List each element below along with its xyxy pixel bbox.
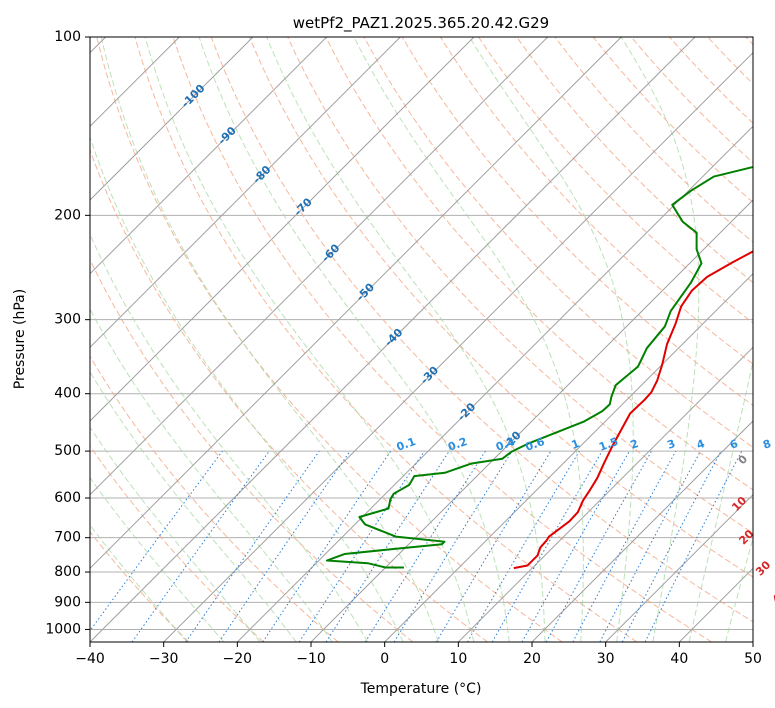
x-tick-label: 0 xyxy=(380,651,389,667)
mixing-ratio-line xyxy=(298,450,425,642)
y-tick-label: 200 xyxy=(54,207,81,223)
moist-adiabat-line xyxy=(100,37,439,642)
x-tick-label: 10 xyxy=(449,651,467,667)
moist-adiabat-label: 40 xyxy=(770,586,775,606)
temperature-profile-line xyxy=(513,250,753,570)
mixing-ratio-label: 4 xyxy=(695,437,707,452)
moist-adiabat-line xyxy=(725,536,753,642)
y-tick-label: 900 xyxy=(54,594,81,610)
dry-adiabat-line xyxy=(401,37,753,406)
dry-adiabat-line xyxy=(325,37,753,491)
dewpoint-profile-line xyxy=(325,165,753,569)
isotherm-line xyxy=(531,420,753,642)
isotherm-line xyxy=(90,37,549,496)
isotherm-line xyxy=(90,37,696,642)
mixing-ratio-label: 6 xyxy=(728,437,740,452)
y-tick-label: 800 xyxy=(54,564,81,580)
moist-adiabat-line xyxy=(144,37,475,642)
moist-adiabat-line xyxy=(688,358,753,642)
y-tick-label: 300 xyxy=(54,312,81,328)
dry-adiabat-line xyxy=(90,530,190,642)
mixing-ratio-line xyxy=(218,450,351,642)
dry-adiabat-line xyxy=(90,148,488,642)
mixing-ratio-label: 2 xyxy=(629,437,641,452)
y-axis-label: Pressure (hPa) xyxy=(12,289,28,389)
mixing-ratio-line xyxy=(262,450,392,642)
dry-adiabat-line xyxy=(363,37,753,448)
moist-adiabat-line xyxy=(90,135,404,642)
isotherm-line xyxy=(90,37,401,349)
dry-adiabat-line xyxy=(439,37,753,365)
profile-series xyxy=(325,165,753,570)
chart-title: wetPf2_PAZ1.2025.365.20.42.G29 xyxy=(293,14,549,33)
y-tick-label: 600 xyxy=(54,490,81,506)
isotherm-line xyxy=(384,272,753,642)
moist-adiabat-line xyxy=(90,308,333,642)
y-tick-label: 500 xyxy=(54,443,81,459)
dry-adiabat-line xyxy=(210,37,753,623)
mixing-ratio-line xyxy=(572,450,677,642)
dry-adiabat-line xyxy=(630,37,753,164)
background-reference-lines xyxy=(90,37,753,642)
x-tick-label: −10 xyxy=(296,651,326,667)
moist-adiabat-line xyxy=(620,37,700,642)
mixing-ratio-line xyxy=(521,450,630,642)
isotherm-line xyxy=(90,37,475,422)
mixing-ratio-label: 0.4 xyxy=(494,435,517,454)
plot-frame xyxy=(89,36,754,643)
mixing-ratio-line xyxy=(90,450,223,632)
y-tick-label: 100 xyxy=(54,29,81,45)
mixing-ratio-line xyxy=(644,450,743,642)
isotherm-line xyxy=(457,346,753,642)
x-tick-label: 50 xyxy=(744,651,762,667)
moist-adiabat-line xyxy=(469,37,634,642)
dry-adiabat-line xyxy=(249,37,753,578)
dry-adiabat-line xyxy=(516,37,753,284)
axes: −40 −30 −20 −10 0 10 20 30 40 5010020030040050060… xyxy=(45,29,762,667)
x-tick-label: 40 xyxy=(670,651,688,667)
dry-adiabat-line xyxy=(592,37,753,203)
isotherm-line xyxy=(90,37,328,275)
dry-adiabat-line xyxy=(478,37,753,324)
isotherm-line xyxy=(236,125,753,642)
mixing-ratio-label: 0.1 xyxy=(395,435,418,454)
mixing-ratio-label: 8 xyxy=(761,437,773,452)
x-tick-label: −30 xyxy=(149,651,179,667)
mixing-ratio-label: 1.5 xyxy=(597,435,620,454)
moist-adiabat-line xyxy=(90,370,297,642)
moist-adiabat-line xyxy=(266,37,546,642)
mixing-ratio-line xyxy=(131,450,270,642)
mixing-ratio-label: 0.2 xyxy=(446,435,469,454)
isotherm-line xyxy=(90,37,622,570)
isotherm-line xyxy=(605,493,753,642)
x-axis-label: Temperature (°C) xyxy=(360,681,482,697)
mixing-ratio-label: 0.6 xyxy=(524,435,547,454)
isotherm-line xyxy=(90,37,254,201)
x-tick-label: −40 xyxy=(75,651,105,667)
x-tick-label: 20 xyxy=(523,651,541,667)
mixing-ratio-line xyxy=(185,450,320,642)
isotherm-line xyxy=(163,51,753,642)
y-tick-label: 1000 xyxy=(45,621,81,637)
isotherm-line xyxy=(310,199,753,642)
mixing-ratio-line xyxy=(545,450,653,642)
moist-adiabat-line xyxy=(353,37,584,642)
mixing-ratio-line xyxy=(393,450,513,642)
mixing-ratio-label: 3 xyxy=(665,437,677,452)
y-tick-label: 400 xyxy=(54,386,81,402)
moist-adiabat-line xyxy=(90,233,369,642)
dry-adiabat-line xyxy=(134,37,638,642)
dry-adiabat-line xyxy=(287,37,753,534)
x-tick-label: −20 xyxy=(223,651,253,667)
mixing-ratio-line xyxy=(325,450,450,642)
moist-adiabat-line xyxy=(198,37,510,642)
y-tick-label: 700 xyxy=(54,530,81,546)
dry-adiabat-line xyxy=(554,37,753,243)
mixing-ratio-label: 1 xyxy=(570,437,582,452)
dry-adiabat-line xyxy=(90,355,339,642)
x-tick-label: 30 xyxy=(597,651,615,667)
